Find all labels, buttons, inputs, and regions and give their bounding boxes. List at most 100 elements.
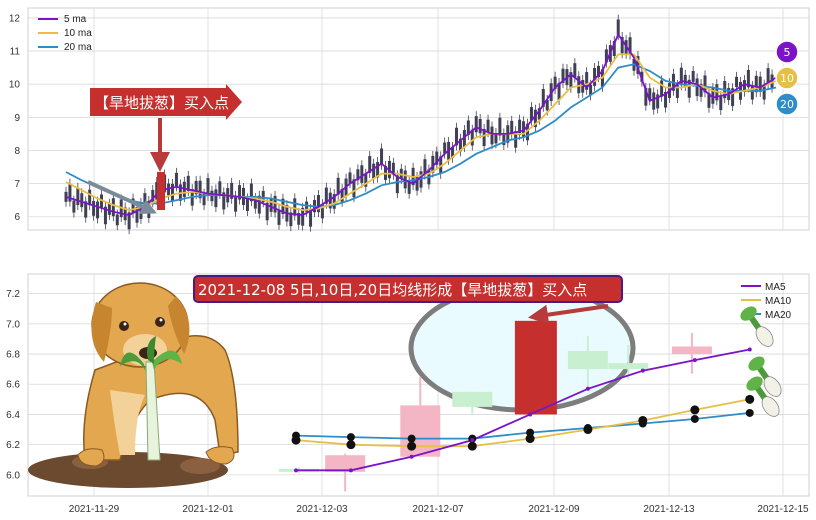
top-candle-body bbox=[64, 191, 68, 202]
top-candle-body bbox=[616, 19, 620, 35]
bottom-ma5-marker bbox=[348, 468, 353, 473]
bottom-ma20-marker bbox=[690, 414, 699, 423]
top-candle-body bbox=[750, 85, 754, 100]
bottom-ma5-marker bbox=[747, 347, 752, 352]
top-ma-lines bbox=[65, 32, 777, 217]
top-candle-body bbox=[462, 130, 466, 148]
top-candle-body bbox=[703, 75, 707, 93]
top-candle-body bbox=[593, 67, 597, 86]
top-y-tick-label: 10 bbox=[9, 80, 21, 91]
ma-badges: 5 10 20 bbox=[775, 40, 799, 116]
bottom-ma-lines bbox=[291, 347, 755, 473]
top-candle-body bbox=[131, 198, 135, 214]
top-candle-body bbox=[96, 201, 100, 219]
badge-10 bbox=[775, 66, 799, 90]
top-candle-body bbox=[218, 181, 222, 194]
top-candle-body bbox=[628, 37, 632, 55]
top-candle-body bbox=[742, 80, 746, 92]
bottom-panel: 6.0 6.2 6.4 6.6 6.8 7.0 7.2 2021-11-29 2021-12-… bbox=[6, 273, 810, 515]
top-candle-body bbox=[644, 87, 648, 106]
badge-5 bbox=[775, 40, 799, 64]
badge-5-label: 5 bbox=[784, 46, 791, 59]
legend-label-10ma: 10 ma bbox=[64, 28, 92, 39]
top-candle-body bbox=[395, 175, 399, 194]
bottom-ma20-marker bbox=[583, 424, 592, 433]
top-candle-body bbox=[289, 212, 293, 227]
top-candle-body bbox=[545, 100, 549, 111]
legend-label-5ma: 5 ma bbox=[64, 14, 87, 25]
top-candle-body bbox=[80, 193, 84, 208]
top-candle-body bbox=[597, 65, 600, 78]
buy-point-callout: 【旱地拔葱】买入点 bbox=[87, 84, 242, 214]
top-candle-body bbox=[320, 204, 324, 219]
bottom-x-tick-label: 2021-12-15 bbox=[757, 504, 809, 515]
callout-arrow-shape bbox=[90, 84, 242, 120]
top-candle-body bbox=[309, 208, 313, 227]
top-candle-body bbox=[731, 88, 735, 107]
top-candle-body bbox=[372, 163, 376, 179]
top-candle-body bbox=[360, 165, 364, 183]
banner-text: 2021-12-08 5日,10日,20日均线形成【旱地拔葱】买入点 bbox=[198, 281, 587, 299]
top-candle-body bbox=[533, 109, 537, 128]
top-candle-body bbox=[573, 63, 577, 78]
top-candle-body bbox=[553, 76, 557, 90]
bottom-x-tick-label: 2021-12-07 bbox=[412, 504, 464, 515]
bottom-y-ticks: 6.0 6.2 6.4 6.6 6.8 7.0 7.2 bbox=[6, 289, 20, 481]
top-candle-body bbox=[699, 83, 703, 97]
top-candle-body bbox=[581, 79, 585, 93]
top-candle-body bbox=[707, 93, 711, 108]
top-y-tick-label: 12 bbox=[9, 13, 21, 24]
bottom-ma5-marker bbox=[409, 454, 414, 459]
top-candle-body bbox=[194, 180, 198, 195]
top-candle-body bbox=[577, 76, 581, 94]
top-candle-body bbox=[758, 76, 762, 92]
top-candle-body bbox=[340, 188, 344, 202]
top-candle-body bbox=[439, 156, 443, 174]
top-candle-body bbox=[107, 203, 111, 215]
bottom-ma10-marker bbox=[346, 440, 356, 450]
dog-paw-right bbox=[205, 446, 235, 465]
bottom-ma5-marker bbox=[294, 468, 299, 473]
legend-label-MA10: MA10 bbox=[765, 296, 792, 307]
top-candle-body bbox=[746, 69, 750, 88]
bottom-x-ticks: 2021-11-29 2021-12-01 2021-12-03 2021-12-07… bbox=[69, 504, 809, 515]
top-candle-body bbox=[238, 185, 242, 200]
top-candle-body bbox=[111, 198, 115, 217]
top-candle-body bbox=[589, 84, 593, 96]
top-candle-body bbox=[431, 155, 435, 173]
top-candle-body bbox=[249, 183, 253, 202]
callout-text: 【旱地拔葱】买入点 bbox=[94, 94, 229, 112]
top-legend: 5 ma 10 ma 20 ma bbox=[38, 14, 92, 53]
top-candle-body bbox=[754, 75, 758, 93]
top-candle-body bbox=[222, 192, 226, 210]
bottom-x-tick-label: 2021-12-01 bbox=[182, 504, 234, 515]
bottom-x-tick-label: 2021-12-13 bbox=[643, 504, 695, 515]
top-candle-body bbox=[72, 200, 76, 213]
top-candle-body bbox=[391, 162, 395, 175]
top-y-ticks: 6 7 8 9 10 11 12 bbox=[9, 13, 21, 223]
top-candle-body bbox=[537, 108, 541, 120]
top-candle-body bbox=[198, 180, 202, 199]
top-candle-body bbox=[265, 202, 269, 221]
top-candle-body bbox=[261, 190, 265, 203]
badge-20 bbox=[775, 92, 799, 116]
top-candle-body bbox=[245, 198, 249, 212]
top-candle-body bbox=[348, 172, 352, 184]
top-candle-body bbox=[522, 121, 526, 137]
bottom-ma20-marker bbox=[638, 419, 647, 428]
bottom-ma5-marker bbox=[640, 368, 645, 373]
bottom-ma5-marker bbox=[692, 358, 697, 363]
bottom-ma10-marker bbox=[690, 405, 700, 415]
bottom-ma20-marker bbox=[346, 433, 355, 442]
top-candle-body bbox=[656, 94, 660, 109]
top-candle-body bbox=[498, 117, 502, 136]
trend-arrow bbox=[87, 180, 157, 214]
top-line-10ma bbox=[65, 53, 777, 212]
top-candle-body bbox=[652, 92, 656, 110]
top-candle-body bbox=[762, 84, 766, 100]
top-candle-body bbox=[135, 206, 139, 223]
top-candle-body bbox=[569, 72, 573, 88]
bottom-y-tick-label: 7.0 bbox=[6, 319, 20, 330]
scallion-icon bbox=[740, 306, 774, 347]
